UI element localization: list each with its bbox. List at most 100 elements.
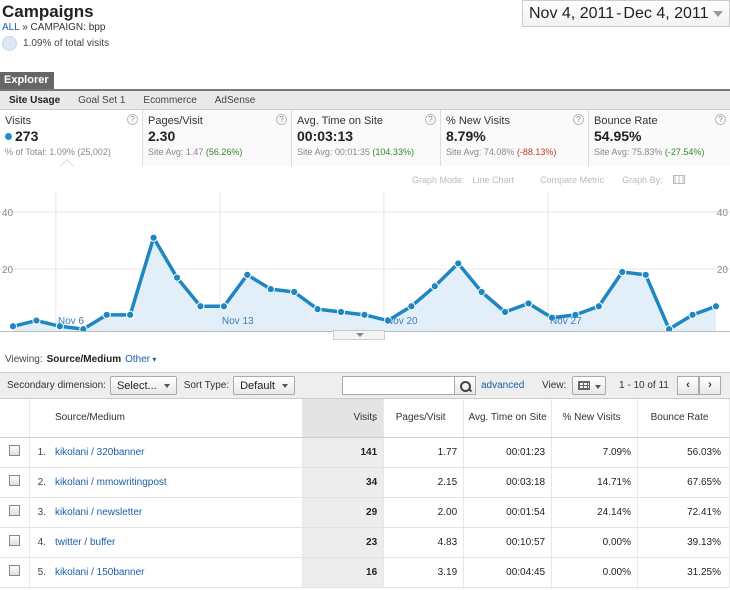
row-pages: 2.00 <box>383 497 465 528</box>
metric-value: 8.79% <box>446 128 486 144</box>
data-point <box>688 310 697 319</box>
data-point <box>8 322 18 331</box>
sort-down-icon: ↓ <box>370 412 377 424</box>
row-source-link[interactable]: kikolani / newsletter <box>54 506 143 518</box>
viewing-current-dimension[interactable]: Source/Medium <box>46 354 122 365</box>
metric-new-visits[interactable]: % New Visits 8.79% Site Avg: 74.08% (-88… <box>441 110 589 166</box>
help-icon[interactable]: ? <box>573 114 584 125</box>
calendar-icon[interactable] <box>672 175 685 184</box>
header-new-visits[interactable]: % New Visits <box>551 399 639 438</box>
viewing-other-dropdown[interactable]: Other <box>125 354 156 365</box>
row-checkbox[interactable] <box>9 475 21 486</box>
x-tick-label: Nov 27 <box>550 316 582 327</box>
data-point <box>665 325 674 332</box>
data-point <box>313 305 322 314</box>
header-visits-label: Visits <box>353 412 378 424</box>
data-point <box>618 267 627 277</box>
row-index: 2. <box>29 467 50 498</box>
row-source-link[interactable]: twitter / buffer <box>54 536 116 548</box>
row-checkbox[interactable] <box>9 505 21 516</box>
subtab-ecommerce[interactable]: Ecommerce <box>143 94 197 106</box>
metric-label: Avg. Time on Site <box>297 115 384 127</box>
row-checkbox[interactable] <box>9 535 21 546</box>
help-icon[interactable]: ? <box>127 114 138 125</box>
sort-type-label: Sort Type: <box>183 380 230 391</box>
view-toggle-button[interactable] <box>572 376 606 395</box>
row-checkbox[interactable] <box>9 565 21 576</box>
data-point <box>266 285 275 294</box>
metric-sub: % of Total: 1.09% (25,002) <box>5 147 142 157</box>
compare-metric-option[interactable]: Compare Metric <box>540 175 605 185</box>
row-time: 00:04:45 <box>463 557 553 588</box>
data-point <box>430 282 439 291</box>
row-source-link[interactable]: kikolani / 320banner <box>54 446 145 458</box>
breadcrumb-all-link[interactable]: ALL <box>2 22 20 33</box>
prev-page-button[interactable]: ‹ <box>677 376 699 395</box>
data-point <box>102 310 111 319</box>
pie-chart-icon <box>2 36 17 51</box>
line-chart-option[interactable]: Line Chart <box>472 175 515 185</box>
metric-delta: (-88.13%) <box>516 147 557 157</box>
advanced-filter-link[interactable]: advanced <box>481 380 525 391</box>
search-icon[interactable] <box>455 376 476 395</box>
header-avg-time[interactable]: Avg. Time on Site <box>463 399 553 438</box>
series-dot-icon <box>5 132 12 140</box>
metric-avg-time[interactable]: Avg. Time on Site 00:03:13 Site Avg: 00:… <box>292 110 441 166</box>
metric-sub: Site Avg: 00:01:35 (104.33%) <box>297 147 440 157</box>
y-tick-label-left: 20 <box>2 265 14 276</box>
metric-sub-text: % of Total: 1.09% (25,002) <box>5 147 111 157</box>
row-visits: 23 <box>302 527 385 558</box>
help-icon[interactable]: ? <box>425 114 436 125</box>
subtab-site-usage[interactable]: Site Usage <box>9 94 61 106</box>
data-point <box>79 325 88 332</box>
table-search-input[interactable] <box>342 376 455 395</box>
breadcrumb-campaign: CAMPAIGN: bpp <box>30 22 106 33</box>
row-source-link[interactable]: kikolani / mmowritingpost <box>54 476 167 488</box>
row-checkbox[interactable] <box>9 445 21 456</box>
next-page-button[interactable]: › <box>699 376 721 395</box>
header-index <box>29 399 50 438</box>
tab-explorer[interactable]: Explorer <box>0 72 54 89</box>
header-source-medium[interactable]: Source/Medium <box>49 399 304 438</box>
metric-pages-visit[interactable]: Pages/Visit 2.30 Site Avg: 1.47 (56.26%)… <box>143 110 292 166</box>
sort-type-select[interactable]: Default <box>233 376 295 395</box>
metric-visits[interactable]: Visits 273 % of Total: 1.09% (25,002) ? <box>0 110 143 166</box>
header-pages-visit[interactable]: Pages/Visit <box>383 399 465 438</box>
secondary-dimension-value: Select... <box>116 379 157 392</box>
data-table: Source/Medium Visits ↓ Pages/Visit Avg. T… <box>0 399 730 588</box>
row-new: 7.09% <box>551 437 639 468</box>
date-range-picker[interactable]: Nov 4, 2011 - Dec 4, 2011 <box>522 0 730 27</box>
data-point <box>290 287 299 297</box>
subtab-goal-set-1[interactable]: Goal Set 1 <box>78 94 126 106</box>
row-source-link[interactable]: kikolani / 150banner <box>54 566 145 578</box>
table-toolbar: Secondary dimension: Select... Sort Type… <box>0 372 730 399</box>
row-index: 5. <box>29 557 50 588</box>
table-row: 1. kikolani / 320banner 141 1.77 00:01:2… <box>0 437 730 468</box>
metric-label: Visits <box>5 115 32 127</box>
graph-by-label: Graph By: <box>622 175 663 185</box>
row-visits: 34 <box>302 467 385 498</box>
help-icon[interactable]: ? <box>276 114 287 125</box>
header-bounce-rate[interactable]: Bounce Rate <box>637 399 730 438</box>
chart-collapse-toggle[interactable] <box>333 330 385 340</box>
subtab-adsense[interactable]: AdSense <box>214 94 256 106</box>
secondary-dimension-select[interactable]: Select... <box>109 376 177 395</box>
data-point <box>219 302 228 311</box>
data-point <box>454 259 463 268</box>
data-point <box>641 270 650 279</box>
help-icon[interactable]: ? <box>715 114 726 125</box>
table-grid-icon <box>578 381 590 390</box>
row-index: 1. <box>29 437 50 468</box>
y-tick-label-right: 40 <box>717 208 729 219</box>
row-time: 00:01:23 <box>463 437 553 468</box>
series-area <box>13 237 716 332</box>
chevron-down-icon <box>713 11 723 17</box>
data-point <box>524 299 533 308</box>
row-time: 00:10:57 <box>463 527 553 558</box>
metric-bounce-rate[interactable]: Bounce Rate 54.95% Site Avg: 75.83% (-27… <box>589 110 730 166</box>
x-tick-label: Nov 13 <box>222 316 254 327</box>
data-point <box>501 307 510 317</box>
date-separator: - <box>616 4 622 22</box>
header-visits[interactable]: Visits ↓ <box>302 399 385 438</box>
data-point <box>32 316 41 325</box>
